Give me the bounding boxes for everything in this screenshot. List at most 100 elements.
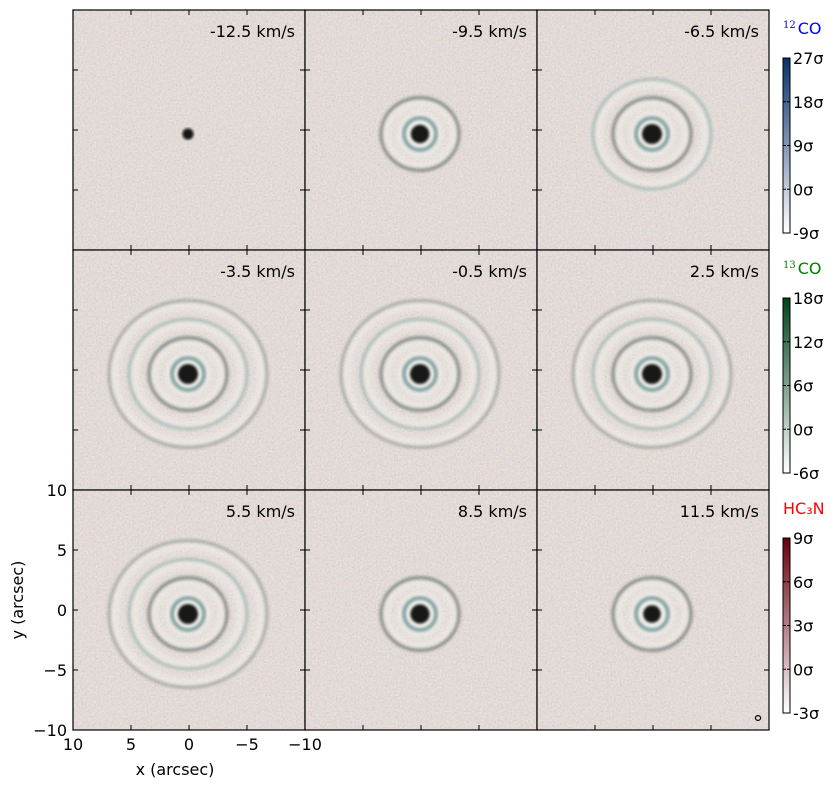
emission-halo <box>150 578 226 650</box>
inner-ring <box>402 596 438 632</box>
velocity-label: -12.5 km/s <box>210 22 295 41</box>
channel-panel: 8.5 km/s <box>304 489 538 731</box>
velocity-label: 11.5 km/s <box>680 502 759 521</box>
colorbar: 12 CO 27σ 18σ 9σ 0σ -9σ <box>782 19 824 243</box>
colorbar-tick-label: 9σ <box>793 529 813 548</box>
velocity-label: -9.5 km/s <box>452 22 527 41</box>
inner-ring <box>402 116 438 152</box>
colorbar-tick-label: 12σ <box>793 333 824 352</box>
emission-halo <box>574 301 730 447</box>
emission-halo <box>130 320 246 428</box>
channel-panel: 5.5 km/s <box>72 489 306 731</box>
colorbar-tick-label: -6σ <box>793 464 819 483</box>
emission-halo <box>382 98 458 170</box>
colorbar-title: 13 CO <box>783 259 822 278</box>
colorbar-tick-label: 27σ <box>793 49 824 68</box>
channel-panel: 2.5 km/s <box>536 249 770 491</box>
emission-halo <box>382 338 458 410</box>
emission-halo <box>614 578 690 650</box>
emission-halo <box>594 320 710 428</box>
x-tick-label: 10 <box>63 735 83 754</box>
central-source <box>182 128 194 140</box>
x-tick-label: 0 <box>184 735 194 754</box>
emission-ring <box>339 299 501 449</box>
central-source <box>643 605 661 623</box>
emission-ring <box>147 336 229 412</box>
colorbar-tick-label: 0σ <box>793 180 813 199</box>
channel-panel: -6.5 km/s <box>536 9 770 251</box>
emission-ring <box>147 576 229 652</box>
central-source <box>410 124 430 144</box>
velocity-label: -3.5 km/s <box>220 262 295 281</box>
emission-ring <box>379 576 461 652</box>
channel-panel: -0.5 km/s <box>304 249 538 491</box>
panels-layer: -12.5 km/s -9.5 km/s -6.5 km/s -3.5 km/s -0.… <box>72 9 770 731</box>
velocity-label: 2.5 km/s <box>690 262 759 281</box>
inner-ring <box>634 596 670 632</box>
emission-halo <box>130 560 246 668</box>
colorbar-tick-label: -9σ <box>793 224 819 243</box>
emission-ring <box>379 96 461 172</box>
emission-halo <box>594 80 710 188</box>
colorbars-layer: 12 CO 27σ 18σ 9σ 0σ -9σ 13 CO 18σ 12σ 6σ 0σ -6σ HC₃N 9σ… <box>782 19 825 723</box>
emission-ring <box>127 318 249 430</box>
emission-halo <box>362 320 478 428</box>
colorbar-tick-label: 3σ <box>793 617 813 636</box>
y-tick-label: −10 <box>33 721 67 740</box>
emission-ring <box>571 299 733 449</box>
colorbar-tick-label: 6σ <box>793 573 813 592</box>
channel-panel: -9.5 km/s <box>304 9 538 251</box>
y-tick-label: −5 <box>43 661 67 680</box>
channel-panel: -12.5 km/s <box>72 9 306 251</box>
beam-marker <box>754 714 762 721</box>
channel-panel: 11.5 km/s <box>536 489 770 731</box>
emission-ring <box>107 539 269 689</box>
x-tick-label: −5 <box>235 735 259 754</box>
inner-ring <box>170 356 206 392</box>
colorbar: 13 CO 18σ 12σ 6σ 0σ -6σ <box>782 259 824 483</box>
velocity-label: -0.5 km/s <box>452 262 527 281</box>
inner-ring <box>634 356 670 392</box>
colorbar-tick-label: 6σ <box>793 377 813 396</box>
inner-ring <box>634 116 670 152</box>
colorbar-tick-label: 0σ <box>793 420 813 439</box>
inner-ring <box>402 356 438 392</box>
emission-ring <box>611 336 693 412</box>
colorbar-tick-label: -3σ <box>793 704 819 723</box>
emission-ring <box>379 336 461 412</box>
emission-halo <box>150 338 226 410</box>
velocity-label: 8.5 km/s <box>458 502 527 521</box>
colorbar-title: 12 CO <box>783 19 822 38</box>
colorbar-tick-label: 18σ <box>793 289 824 308</box>
y-tick-label: 5 <box>57 541 67 560</box>
emission-halo <box>382 578 458 650</box>
emission-ring <box>107 299 269 449</box>
colorbar: HC₃N 9σ 6σ 3σ 0σ -3σ <box>782 499 825 723</box>
colorbar-title: HC₃N <box>783 499 825 518</box>
x-tick-label: 5 <box>126 735 136 754</box>
x-tick-label: −10 <box>288 735 322 754</box>
velocity-label: 5.5 km/s <box>226 502 295 521</box>
emission-ring <box>611 96 693 172</box>
emission-ring <box>127 558 249 670</box>
y-tick-label: 10 <box>47 481 67 500</box>
central-source <box>178 604 198 624</box>
central-source <box>642 364 662 384</box>
central-source <box>410 364 430 384</box>
axes-layer: 10 5 0 −5 −10 −10 −5 0 5 10 x (arcsec) y (arcsec) <box>8 481 762 779</box>
emission-halo <box>614 338 690 410</box>
central-source <box>410 604 430 624</box>
colorbar-tick-label: 9σ <box>793 137 813 156</box>
emission-ring <box>591 78 713 190</box>
velocity-label: -6.5 km/s <box>684 22 759 41</box>
y-axis-label: y (arcsec) <box>8 561 27 640</box>
emission-ring <box>359 318 481 430</box>
emission-halo <box>110 541 266 687</box>
emission-halo <box>342 301 498 447</box>
emission-ring <box>591 318 713 430</box>
emission-halo <box>110 301 266 447</box>
emission-halo <box>614 98 690 170</box>
central-source <box>642 124 662 144</box>
colorbar-tick-label: 0σ <box>793 660 813 679</box>
